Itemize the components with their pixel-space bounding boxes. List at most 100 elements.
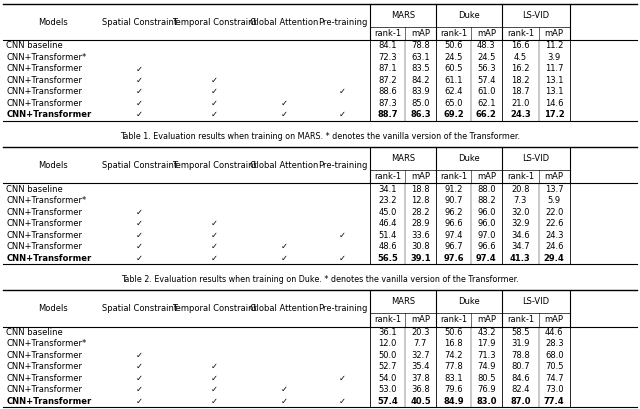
Text: 96.6: 96.6 xyxy=(477,242,496,251)
Text: mAP: mAP xyxy=(477,172,496,181)
Text: 20.3: 20.3 xyxy=(412,328,429,337)
Text: mAP: mAP xyxy=(411,172,430,181)
Text: 88.7: 88.7 xyxy=(377,110,398,119)
Text: 53.0: 53.0 xyxy=(378,385,397,394)
Text: Pre-training: Pre-training xyxy=(318,18,367,27)
Text: 73.0: 73.0 xyxy=(545,385,564,394)
Text: 86.3: 86.3 xyxy=(410,110,431,119)
Text: ✓: ✓ xyxy=(281,385,287,394)
Text: MARS: MARS xyxy=(391,154,415,163)
Text: 24.5: 24.5 xyxy=(477,53,495,62)
Text: ✓: ✓ xyxy=(136,362,143,371)
Text: Pre-training: Pre-training xyxy=(318,161,367,170)
Text: 36.8: 36.8 xyxy=(411,385,430,394)
Text: mAP: mAP xyxy=(545,172,564,181)
Text: rank-1: rank-1 xyxy=(507,315,534,324)
Text: 84.2: 84.2 xyxy=(412,76,429,85)
Text: rank-1: rank-1 xyxy=(374,172,401,181)
Text: mAP: mAP xyxy=(477,29,496,38)
Text: CNN+Transformer: CNN+Transformer xyxy=(6,110,92,119)
Text: ✓: ✓ xyxy=(136,88,143,97)
Text: ✓: ✓ xyxy=(339,374,346,383)
Text: 21.0: 21.0 xyxy=(511,99,529,108)
Text: CNN+Transformer: CNN+Transformer xyxy=(6,76,83,85)
Text: 97.4: 97.4 xyxy=(444,231,463,240)
Text: 80.7: 80.7 xyxy=(511,362,530,371)
Text: 84.1: 84.1 xyxy=(378,41,397,50)
Text: CNN+Transformer: CNN+Transformer xyxy=(6,99,83,108)
Text: 50.6: 50.6 xyxy=(444,328,463,337)
Text: ✓: ✓ xyxy=(211,99,218,108)
Text: 24.3: 24.3 xyxy=(510,110,531,119)
Text: Global Attention: Global Attention xyxy=(250,304,318,313)
Text: mAP: mAP xyxy=(545,315,564,324)
Text: 28.3: 28.3 xyxy=(545,339,564,348)
Text: ✓: ✓ xyxy=(136,385,143,394)
Text: 23.2: 23.2 xyxy=(378,196,397,205)
Text: 7.7: 7.7 xyxy=(414,339,427,348)
Text: 30.8: 30.8 xyxy=(411,242,430,251)
Text: rank-1: rank-1 xyxy=(507,29,534,38)
Text: ✓: ✓ xyxy=(136,231,143,240)
Text: 16.2: 16.2 xyxy=(511,65,529,74)
Text: ✓: ✓ xyxy=(211,231,218,240)
Text: ✓: ✓ xyxy=(136,351,143,360)
Text: 24.6: 24.6 xyxy=(545,242,563,251)
Text: 46.4: 46.4 xyxy=(378,219,397,228)
Text: LS-VID: LS-VID xyxy=(522,297,549,306)
Text: 88.6: 88.6 xyxy=(378,88,397,97)
Text: 32.9: 32.9 xyxy=(511,219,529,228)
Text: 57.4: 57.4 xyxy=(377,397,398,406)
Text: 5.9: 5.9 xyxy=(548,196,561,205)
Text: 96.0: 96.0 xyxy=(477,208,495,217)
Text: mAP: mAP xyxy=(545,29,564,38)
Text: 34.6: 34.6 xyxy=(511,231,530,240)
Text: ✓: ✓ xyxy=(281,110,287,119)
Text: 20.8: 20.8 xyxy=(511,184,529,193)
Text: Table 1. Evaluation results when training on MARS. * denotes the vanilla version: Table 1. Evaluation results when trainin… xyxy=(120,132,520,142)
Text: 57.4: 57.4 xyxy=(477,76,495,85)
Text: CNN+Transformer: CNN+Transformer xyxy=(6,254,92,263)
Text: 72.3: 72.3 xyxy=(378,53,397,62)
Text: mAP: mAP xyxy=(411,315,430,324)
Text: 18.2: 18.2 xyxy=(511,76,529,85)
Text: 48.6: 48.6 xyxy=(378,242,397,251)
Text: 79.6: 79.6 xyxy=(444,385,463,394)
Text: 7.3: 7.3 xyxy=(514,196,527,205)
Text: 78.8: 78.8 xyxy=(511,351,530,360)
Text: 34.7: 34.7 xyxy=(511,242,530,251)
Text: CNN baseline: CNN baseline xyxy=(6,41,63,50)
Text: 35.4: 35.4 xyxy=(412,362,429,371)
Text: CNN+Transformer: CNN+Transformer xyxy=(6,219,83,228)
Text: 4.5: 4.5 xyxy=(514,53,527,62)
Text: 61.1: 61.1 xyxy=(444,76,463,85)
Text: ✓: ✓ xyxy=(339,254,346,263)
Text: Temporal Constraint: Temporal Constraint xyxy=(172,18,257,27)
Text: Spatial Constraint: Spatial Constraint xyxy=(102,18,177,27)
Text: 28.9: 28.9 xyxy=(412,219,429,228)
Text: 40.5: 40.5 xyxy=(410,397,431,406)
Text: CNN+Transformer: CNN+Transformer xyxy=(6,351,83,360)
Text: 11.7: 11.7 xyxy=(545,65,563,74)
Text: Table 2. Evaluation results when training on Duke. * denotes the vanilla version: Table 2. Evaluation results when trainin… xyxy=(121,275,519,285)
Text: 51.4: 51.4 xyxy=(378,231,397,240)
Text: Models: Models xyxy=(38,18,68,27)
Text: rank-1: rank-1 xyxy=(440,315,467,324)
Text: ✓: ✓ xyxy=(136,397,143,406)
Text: 97.6: 97.6 xyxy=(443,254,464,263)
Text: 33.6: 33.6 xyxy=(411,231,430,240)
Text: 24.5: 24.5 xyxy=(444,53,463,62)
Text: rank-1: rank-1 xyxy=(440,172,467,181)
Text: CNN+Transformer: CNN+Transformer xyxy=(6,374,83,383)
Text: 87.2: 87.2 xyxy=(378,76,397,85)
Text: 56.3: 56.3 xyxy=(477,65,496,74)
Text: ✓: ✓ xyxy=(281,242,287,251)
Text: Spatial Constraint: Spatial Constraint xyxy=(102,304,177,313)
Text: 77.4: 77.4 xyxy=(544,397,564,406)
Text: rank-1: rank-1 xyxy=(440,29,467,38)
Text: Duke: Duke xyxy=(458,154,479,163)
Text: 74.9: 74.9 xyxy=(477,362,495,371)
Text: 12.0: 12.0 xyxy=(378,339,397,348)
Text: Duke: Duke xyxy=(458,297,479,306)
Text: Temporal Constraint: Temporal Constraint xyxy=(172,304,257,313)
